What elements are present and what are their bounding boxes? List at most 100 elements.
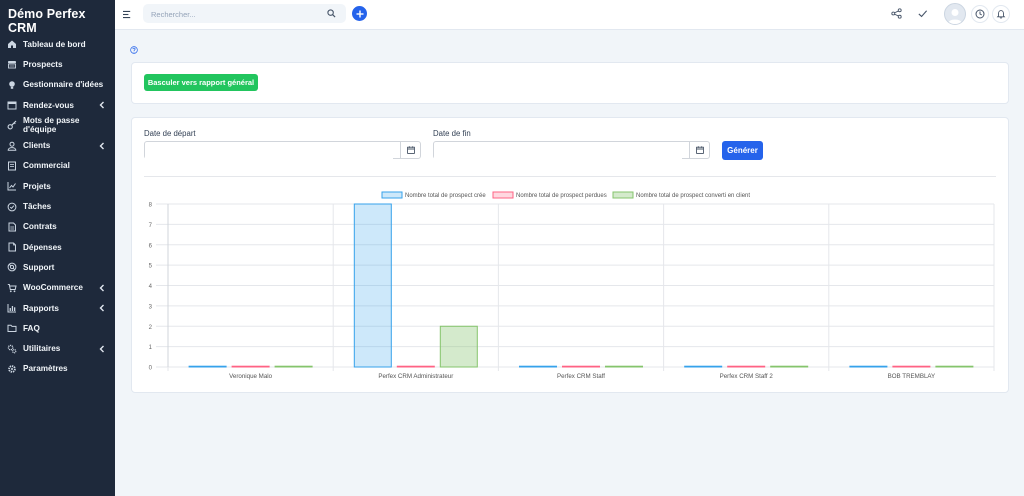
sidebar-item-gestionnaire-d-idees[interactable]: Gestionnaire d'idées — [0, 75, 115, 95]
sidebar-item-rendez-vous[interactable]: Rendez-vous — [0, 95, 115, 115]
cogs-icon — [6, 343, 17, 354]
sidebar-item-utilitaires[interactable]: Utilitaires — [0, 338, 115, 358]
home-icon — [6, 39, 17, 50]
sidebar-item-label: Support — [23, 262, 55, 272]
sidebar-item-commercial[interactable]: Commercial — [0, 156, 115, 176]
end-date-label: Date de fin — [433, 129, 471, 138]
sidebar-item-projets[interactable]: Projets — [0, 176, 115, 196]
start-date-input[interactable] — [145, 144, 393, 161]
bar — [562, 365, 600, 368]
calendar-icon — [6, 100, 17, 111]
y-tick-label: 2 — [149, 325, 153, 331]
report-card: Date de départ Date de fin Générer 0 1 2 3 4… — [131, 117, 1009, 393]
sidebar-item-label: Rendez-vous — [23, 100, 74, 110]
sidebar-item-contrats[interactable]: Contrats — [0, 217, 115, 237]
chevron-left-icon — [99, 345, 104, 353]
y-tick-label: 7 — [149, 223, 153, 229]
bar — [396, 365, 435, 368]
bar — [231, 365, 270, 368]
bar-chart-icon — [6, 303, 17, 314]
avatar[interactable] — [944, 3, 966, 25]
sidebar-item-clients[interactable]: Clients — [0, 135, 115, 155]
gear-icon — [6, 363, 17, 374]
end-date-field — [433, 141, 710, 161]
sidebar-item-label: Tâches — [23, 202, 52, 212]
bar — [353, 203, 392, 368]
receipt-icon — [6, 160, 17, 171]
bar — [439, 325, 478, 368]
switch-general-report-button[interactable]: Basculer vers rapport général — [144, 74, 258, 91]
sidebar-item-rapports[interactable]: Rapports — [0, 298, 115, 318]
sidebar-item-label: Rapports — [23, 303, 59, 313]
y-tick-label: 8 — [149, 203, 153, 209]
sidebar-item-label: Mots de passe d'équipe — [23, 116, 80, 135]
legend-swatch — [612, 191, 634, 199]
x-tick-label: Perfex CRM Staff — [557, 373, 605, 380]
y-tick-label: 4 — [149, 284, 153, 290]
search-input[interactable] — [143, 5, 313, 24]
sidebar-item-tableau-de-bord[interactable]: Tableau de bord — [0, 34, 115, 54]
start-date-field — [144, 141, 421, 161]
bar — [770, 365, 809, 368]
key-icon — [6, 120, 17, 131]
sidebar-item-label: Projets — [23, 181, 51, 191]
end-date-input[interactable] — [434, 144, 682, 161]
legend-label: Nombre total de prospect converti en cli… — [636, 193, 750, 199]
bar — [849, 365, 888, 368]
sidebar-item-label: Tableau de bord — [23, 39, 86, 49]
timer-button[interactable] — [971, 5, 989, 23]
bar — [935, 365, 974, 368]
topbar — [115, 0, 1024, 30]
calendar-icon — [695, 146, 704, 154]
quick-create-button[interactable] — [352, 6, 367, 21]
switch-report-card: Basculer vers rapport général — [131, 62, 1009, 104]
bar — [188, 365, 227, 368]
sidebar-item-prospects[interactable]: Prospects — [0, 54, 115, 74]
calendar-icon — [406, 146, 415, 154]
search-icon[interactable] — [327, 9, 336, 18]
chevron-left-icon — [99, 142, 104, 150]
sidebar-item-label: Utilitaires — [23, 344, 61, 354]
sidebar-item-label: Dépenses — [23, 242, 62, 252]
legend-swatch — [492, 191, 514, 199]
help-icon[interactable] — [130, 46, 138, 54]
chevron-left-icon — [99, 284, 104, 292]
plus-icon — [356, 10, 363, 17]
y-tick-label: 5 — [149, 264, 153, 270]
x-tick-label: Perfex CRM Staff 2 — [720, 373, 774, 380]
tty-icon — [6, 59, 17, 70]
sidebar-item-label: Contrats — [23, 222, 57, 232]
notifications-button[interactable] — [992, 5, 1010, 23]
sidebar-item-support[interactable]: Support — [0, 257, 115, 277]
divider — [144, 176, 996, 177]
lightbulb-icon — [6, 79, 17, 90]
sidebar-item-parametres[interactable]: Paramètres — [0, 359, 115, 379]
menu-toggle-icon[interactable] — [123, 10, 132, 19]
bar — [727, 365, 766, 368]
bar — [519, 365, 557, 368]
sidebar-item-mots-de-passe-d-equipe[interactable]: Mots de passe d'équipe — [0, 115, 115, 135]
bar — [274, 365, 313, 368]
sidebar-item-label: Prospects — [23, 59, 63, 69]
share-icon[interactable] — [891, 8, 902, 19]
y-tick-label: 0 — [149, 366, 153, 372]
sidebar-item-depenses[interactable]: Dépenses — [0, 237, 115, 257]
sidebar: Démo Perfex CRM Tableau de bord Prospects… — [0, 0, 115, 496]
app-title[interactable]: Démo Perfex CRM — [8, 7, 86, 35]
chevron-left-icon — [99, 101, 104, 109]
end-date-calendar-button[interactable] — [689, 142, 709, 158]
check-icon[interactable] — [917, 8, 928, 19]
sidebar-item-label: FAQ — [23, 323, 40, 333]
sidebar-item-faq[interactable]: FAQ — [0, 318, 115, 338]
sidebar-item-woocommerce[interactable]: WooCommerce — [0, 278, 115, 298]
bell-icon — [996, 10, 1006, 19]
legend-swatch — [381, 191, 403, 199]
sidebar-item-taches[interactable]: Tâches — [0, 196, 115, 216]
chart-icon — [6, 181, 17, 192]
user-icon — [6, 140, 17, 151]
y-tick-label: 1 — [149, 345, 153, 351]
search-box — [143, 4, 346, 24]
start-date-calendar-button[interactable] — [400, 142, 420, 158]
legend-label: Nombre total de prospect perdues — [516, 193, 607, 199]
generate-button[interactable]: Générer — [722, 141, 763, 160]
